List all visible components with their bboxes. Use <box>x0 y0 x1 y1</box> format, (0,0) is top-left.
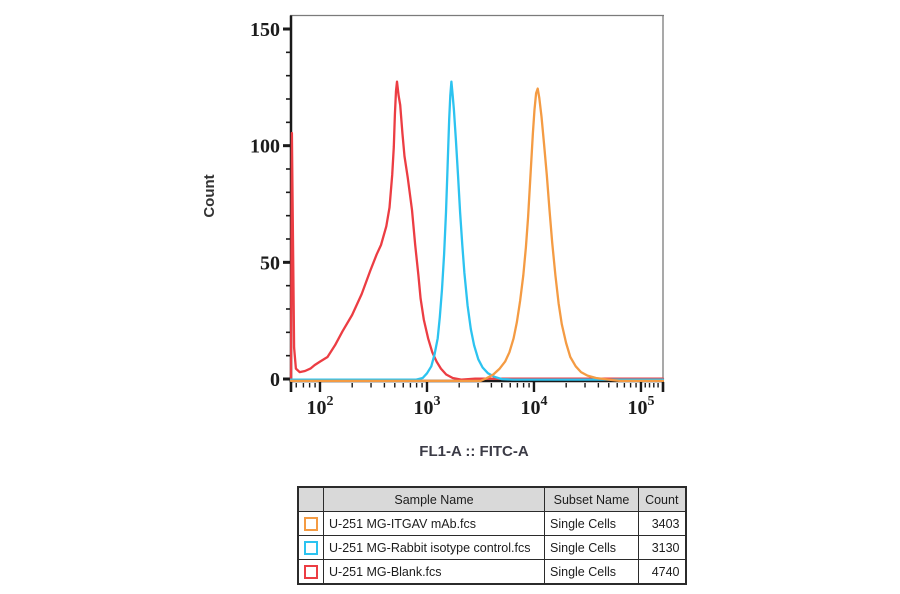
subset-name-header: Subset Name <box>544 486 639 512</box>
series-curve-2 <box>289 87 665 383</box>
legend-table: Sample Name Subset Name Count U-251 MG-I… <box>297 486 687 585</box>
axis-tick-labels: 0 50 100 150 102 103 104 105 <box>250 19 654 419</box>
series-curve-1 <box>289 80 665 381</box>
count-cell: 3403 <box>638 511 686 536</box>
legend-table-container: Sample Name Subset Name Count U-251 MG-I… <box>297 486 687 585</box>
swatch-cell <box>297 535 324 560</box>
count-header: Count <box>638 486 686 512</box>
red-series-swatch-icon <box>304 564 318 579</box>
cyan-series-swatch-icon <box>304 540 318 555</box>
y-tick-label: 100 <box>250 136 280 158</box>
histogram-curves <box>289 80 665 383</box>
swatch-cell <box>297 559 324 585</box>
subset-name-cell: Single Cells <box>544 511 639 536</box>
swatch-cell <box>297 511 324 536</box>
count-cell: 3130 <box>638 535 686 560</box>
x-tick-label: 102 <box>306 394 333 419</box>
legend-row-isotype-control: U-251 MG-Rabbit isotype control.fcs Sing… <box>297 535 686 560</box>
x-axis-title: FL1-A :: FITC-A <box>419 443 529 460</box>
orange-series-swatch-icon <box>304 516 318 531</box>
sample-name-header: Sample Name <box>323 486 545 512</box>
legend-row-itgav-mab: U-251 MG-ITGAV mAb.fcs Single Cells 3403 <box>297 511 686 536</box>
sample-name-cell: U-251 MG-Rabbit isotype control.fcs <box>323 535 545 560</box>
y-tick-label: 0 <box>270 369 280 391</box>
legend-header-row: Sample Name Subset Name Count <box>297 486 686 512</box>
sample-name-cell: U-251 MG-Blank.fcs <box>323 559 545 585</box>
series-curve-0 <box>289 80 665 381</box>
x-tick-label: 105 <box>627 394 654 419</box>
x-tick-label: 103 <box>413 394 440 419</box>
count-cell: 4740 <box>638 559 686 585</box>
sample-name-cell: U-251 MG-ITGAV mAb.fcs <box>323 511 545 536</box>
y-axis-title: Count <box>201 174 218 217</box>
x-tick-label: 104 <box>520 394 547 419</box>
subset-name-cell: Single Cells <box>544 535 639 560</box>
swatch-header-cell <box>297 486 324 512</box>
y-tick-label: 50 <box>260 252 280 274</box>
legend-row-blank: U-251 MG-Blank.fcs Single Cells 4740 <box>297 559 686 585</box>
y-tick-label: 150 <box>250 19 280 41</box>
subset-name-cell: Single Cells <box>544 559 639 585</box>
